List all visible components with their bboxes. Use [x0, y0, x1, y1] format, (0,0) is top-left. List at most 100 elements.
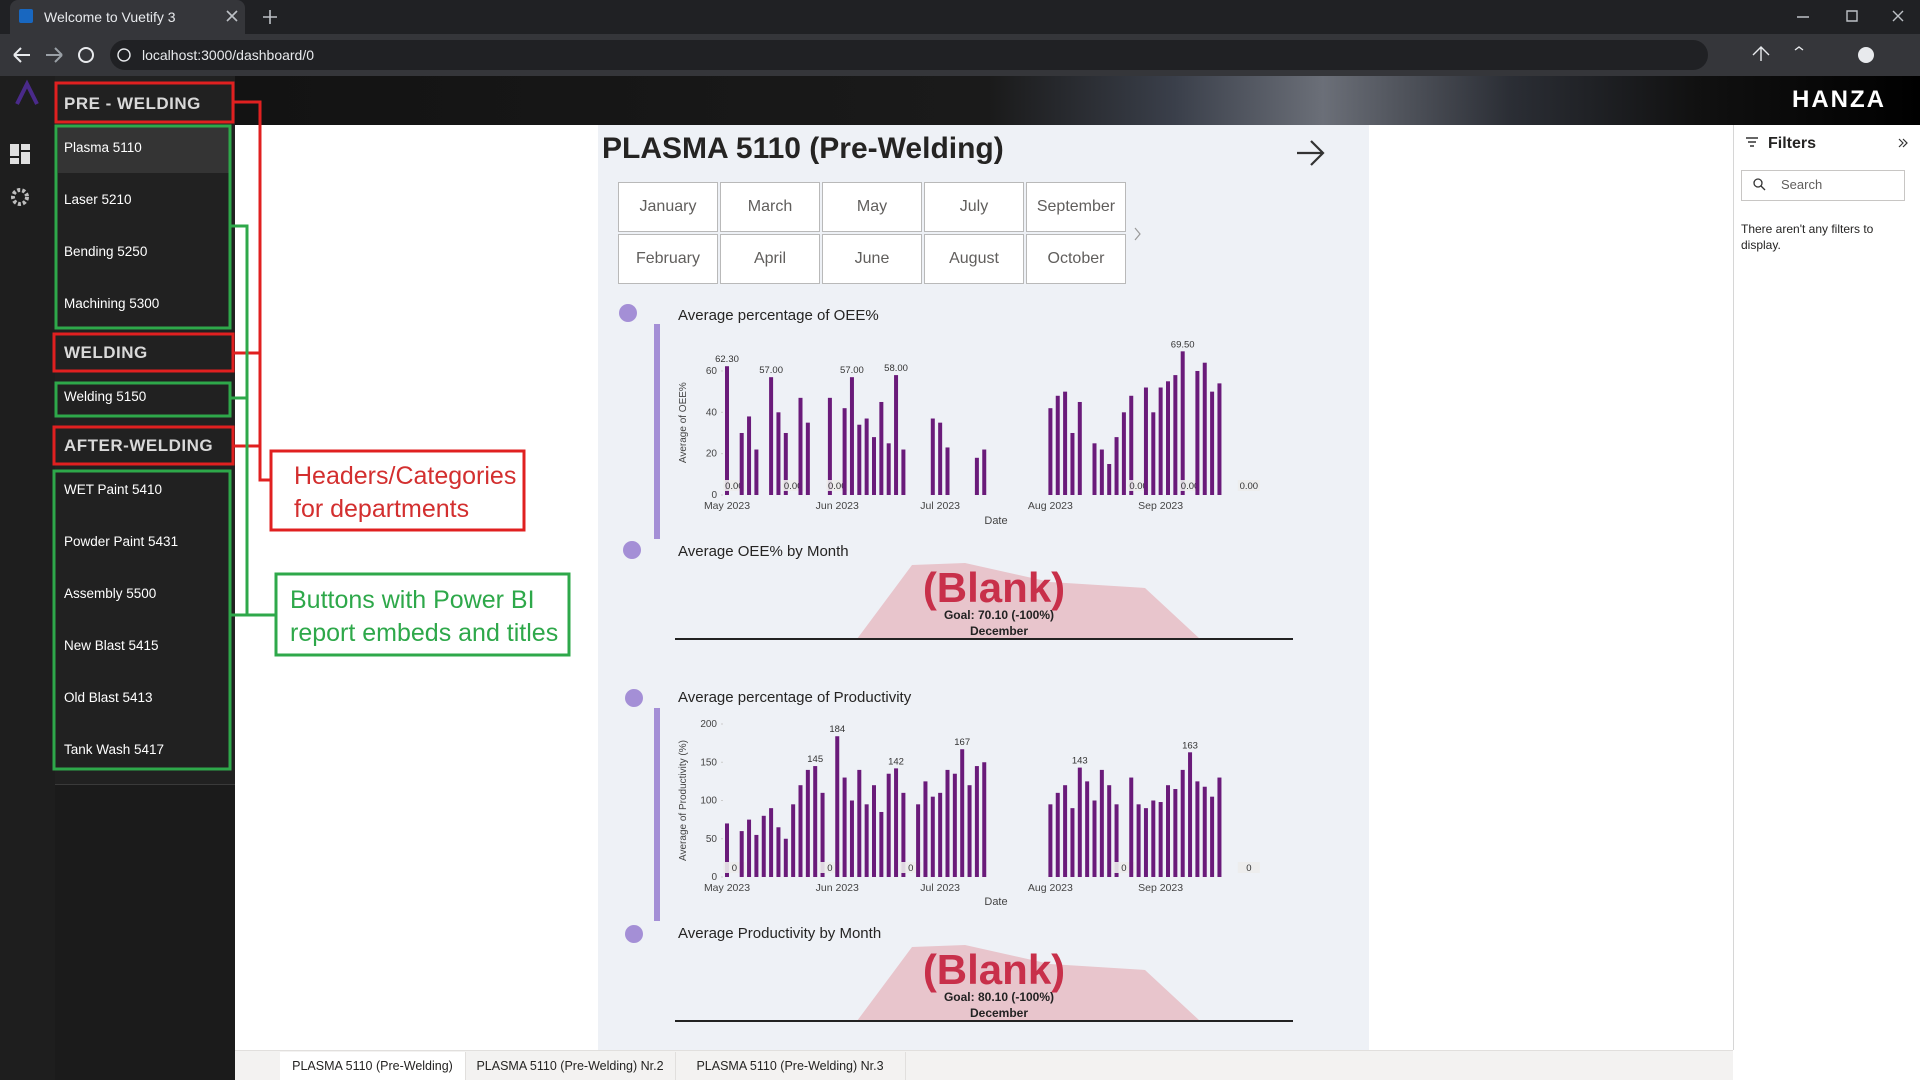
- page-tab[interactable]: PLASMA 5110 (Pre-Welding): [280, 1052, 466, 1080]
- app-logo[interactable]: [15, 79, 39, 105]
- toolbar-icons[interactable]: [1752, 46, 1804, 61]
- bar: [864, 418, 869, 495]
- bar: [938, 792, 943, 877]
- page-tab[interactable]: PLASMA 5110 (Pre-Welding) Nr.3: [675, 1052, 906, 1080]
- settings-icon[interactable]: [11, 188, 29, 206]
- month-button[interactable]: March: [720, 182, 820, 232]
- nav-item[interactable]: Plasma 5110: [64, 140, 142, 155]
- y-tick-label: 200: [700, 719, 717, 730]
- data-label: 57.00: [840, 365, 864, 376]
- nav-item[interactable]: New Blast 5415: [64, 638, 159, 653]
- y-tick-label: 50: [706, 834, 718, 845]
- month-button[interactable]: May: [822, 182, 922, 232]
- data-label: 142: [888, 756, 904, 767]
- nav-item[interactable]: Machining 5300: [64, 296, 160, 311]
- month-button[interactable]: July: [924, 182, 1024, 232]
- data-label: 58.00: [884, 363, 908, 374]
- filter-search[interactable]: [1741, 170, 1905, 201]
- y-axis-title: Average of Productivity (%): [678, 740, 689, 861]
- bar: [1158, 802, 1163, 877]
- url-text[interactable]: localhost:3000/dashboard/0: [142, 47, 315, 63]
- data-label: 0.00: [1129, 481, 1148, 492]
- window-controls[interactable]: [1797, 10, 1904, 22]
- bar: [849, 800, 854, 877]
- bar: [725, 823, 729, 877]
- nav-header: WELDING: [64, 343, 148, 362]
- site-info[interactable]: [117, 48, 131, 62]
- forward-button[interactable]: [46, 47, 63, 63]
- month-button[interactable]: August: [924, 234, 1024, 284]
- dashboard-icon[interactable]: [10, 144, 30, 164]
- url-field[interactable]: [110, 40, 1708, 70]
- card-title: Average Productivity by Month: [678, 925, 881, 942]
- nav-item[interactable]: Assembly 5500: [64, 586, 157, 601]
- month-button[interactable]: October: [1026, 234, 1126, 284]
- card-period: December: [970, 1006, 1028, 1020]
- nav-item[interactable]: Powder Paint 5431: [64, 534, 179, 549]
- filters-pane: [1733, 125, 1920, 1050]
- rail-icons: [10, 79, 39, 206]
- slicer-scroll[interactable]: [1134, 227, 1141, 241]
- month-button[interactable]: September: [1026, 182, 1126, 232]
- month-button[interactable]: January: [618, 182, 718, 232]
- nav-item[interactable]: Laser 5210: [64, 192, 132, 207]
- nav-item[interactable]: Tank Wash 5417: [64, 742, 165, 757]
- new-tab[interactable]: [263, 10, 277, 24]
- bar: [783, 838, 788, 877]
- month-button[interactable]: February: [618, 234, 718, 284]
- bar: [776, 412, 781, 495]
- search-placeholder[interactable]: Search: [1781, 177, 1823, 192]
- nav-item[interactable]: Welding 5150: [64, 389, 147, 404]
- data-label: 0: [908, 863, 913, 874]
- bar: [769, 808, 774, 877]
- bar: [1195, 781, 1200, 877]
- tab-close[interactable]: [226, 10, 238, 22]
- bar: [1129, 777, 1134, 877]
- bar: [872, 437, 876, 495]
- back-button[interactable]: [13, 47, 30, 63]
- month-button[interactable]: April: [720, 234, 820, 284]
- tab-title[interactable]: Welcome to Vuetify 3: [44, 9, 176, 25]
- nav-item[interactable]: Bending 5250: [64, 244, 148, 259]
- reload-button[interactable]: [78, 47, 94, 63]
- page-tab[interactable]: PLASMA 5110 (Pre-Welding) Nr.2: [465, 1052, 676, 1080]
- data-label: 62.30: [715, 354, 739, 365]
- bar: [791, 804, 796, 877]
- bar: [1195, 370, 1200, 495]
- x-axis-title: Date: [984, 896, 1007, 908]
- bar: [952, 773, 957, 877]
- bar: [769, 377, 774, 495]
- y-tick-label: 0: [711, 872, 717, 883]
- nav-item[interactable]: Old Blast 5413: [64, 690, 153, 705]
- bar: [739, 831, 744, 877]
- bar: [1107, 463, 1112, 495]
- bar: [1092, 443, 1097, 495]
- next-arrow[interactable]: [1297, 140, 1325, 166]
- y-tick-label: 100: [700, 796, 717, 807]
- browser-tab[interactable]: [10, 0, 245, 34]
- profile[interactable]: [1858, 47, 1874, 63]
- bar: [938, 422, 943, 495]
- bar: [820, 792, 825, 877]
- collapse-filters[interactable]: [1898, 138, 1908, 148]
- bar: [916, 804, 921, 877]
- nav-header: PRE - WELDING: [64, 94, 201, 113]
- data-label-bg: [1237, 480, 1260, 491]
- x-tick-label: Sep 2023: [1138, 882, 1183, 894]
- card-value: (Blank): [923, 946, 1065, 993]
- bar: [967, 785, 972, 877]
- bar: [754, 834, 759, 877]
- section-accent: [654, 708, 660, 921]
- bar: [827, 397, 832, 495]
- bar: [835, 736, 840, 877]
- bar: [901, 792, 906, 877]
- bar: [1136, 804, 1141, 877]
- x-tick-label: Aug 2023: [1028, 500, 1073, 512]
- y-tick-label: 40: [706, 407, 718, 418]
- nav-item[interactable]: WET Paint 5410: [64, 482, 163, 497]
- bar: [974, 766, 979, 877]
- month-button[interactable]: June: [822, 234, 922, 284]
- bar: [879, 811, 884, 877]
- bar: [805, 769, 810, 877]
